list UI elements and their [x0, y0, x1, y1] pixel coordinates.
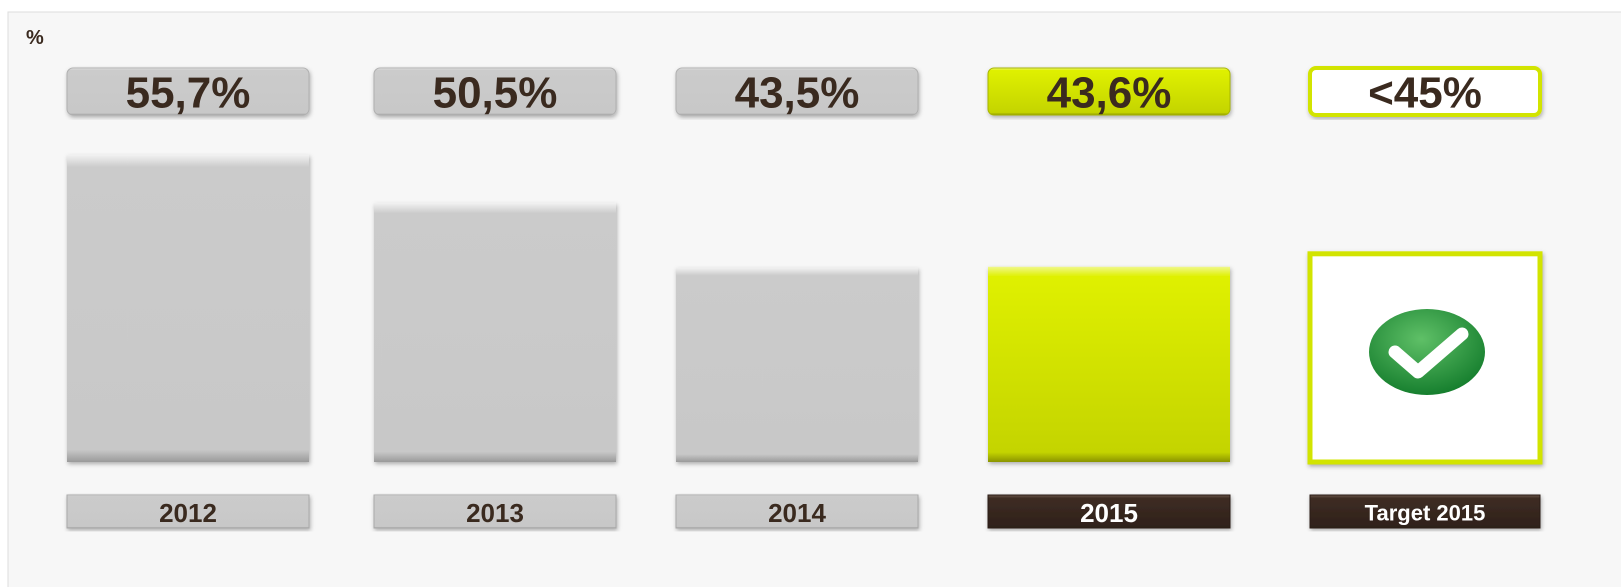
x-tick-label: 2015 — [1080, 498, 1138, 528]
bar — [374, 202, 616, 462]
category-box — [675, 494, 919, 529]
category-box — [373, 494, 617, 529]
value-label: 43,5% — [735, 69, 860, 118]
x-tick-label: 2012 — [159, 498, 217, 528]
category-box — [1309, 494, 1541, 529]
value-label-box — [373, 67, 617, 116]
value-label-box — [987, 67, 1231, 116]
bar — [67, 154, 309, 462]
bar — [988, 266, 1230, 462]
category-box — [66, 494, 310, 529]
y-label: % — [26, 27, 44, 49]
value-label: 43,6% — [1047, 69, 1172, 118]
value-label: <45% — [1368, 69, 1482, 118]
x-tick-label: 2014 — [768, 498, 826, 528]
x-tick-label: Target 2015 — [1365, 501, 1486, 526]
check-icon — [1369, 309, 1485, 395]
bar — [676, 267, 918, 462]
category-box — [987, 494, 1231, 529]
bar — [1307, 251, 1543, 465]
value-label: 55,7% — [126, 69, 251, 118]
value-label-box — [66, 67, 310, 116]
value-label: 50,5% — [433, 69, 558, 118]
value-label-box — [675, 67, 919, 116]
bars: 55,7% 2012 50,5% 2013 43,5% 2014 43,6% 2015 <45%… — [66, 66, 1543, 529]
x-tick-label: 2013 — [466, 498, 524, 528]
value-label-box — [1308, 66, 1542, 117]
